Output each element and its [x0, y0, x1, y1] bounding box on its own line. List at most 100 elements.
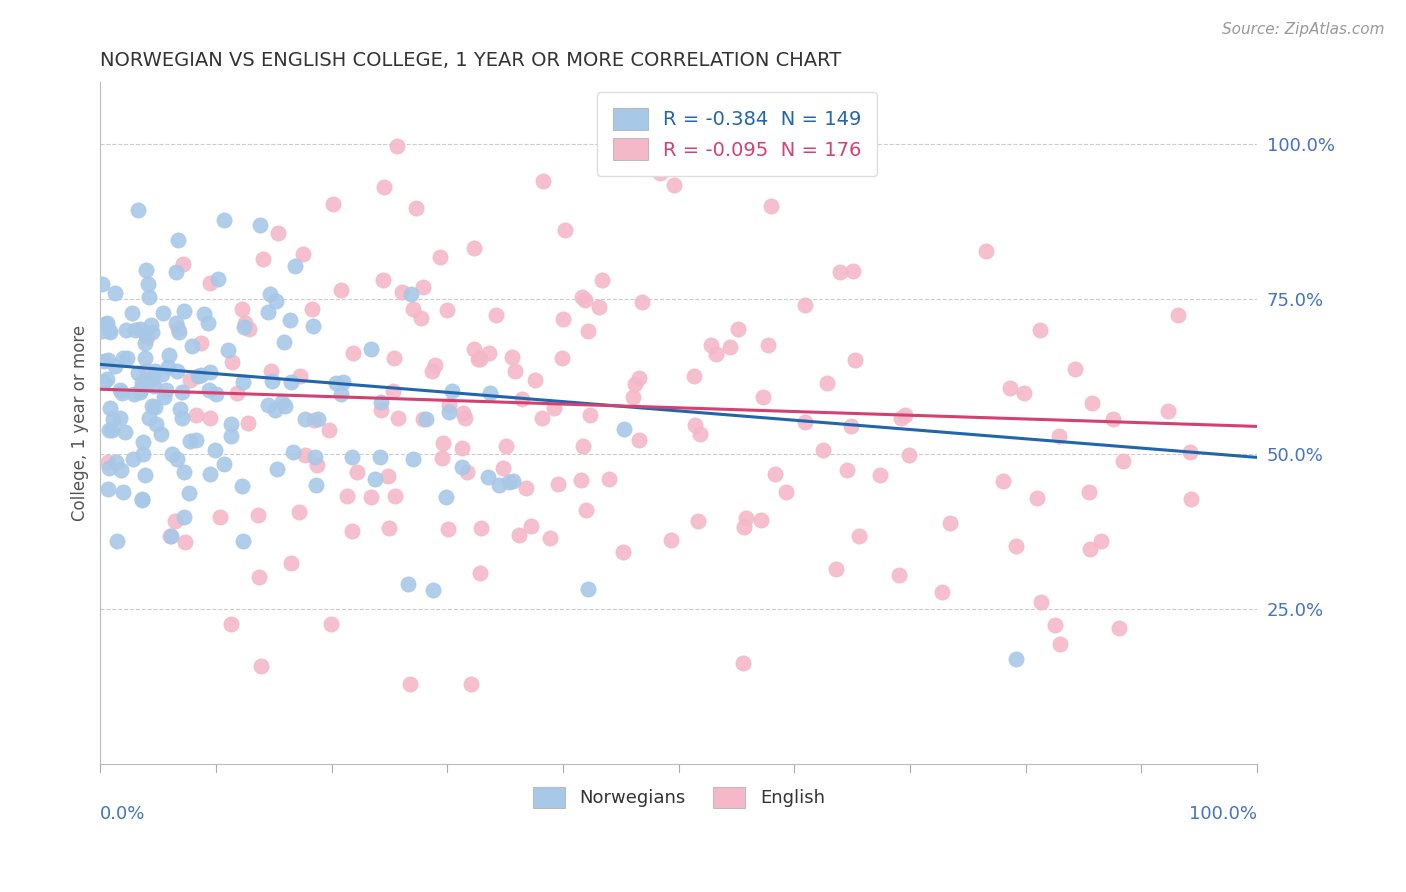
Point — [280, 557, 302, 571]
Point — [322, 197, 344, 211]
Point — [270, 394, 292, 409]
Point — [1180, 491, 1202, 506]
Point — [190, 368, 212, 383]
Point — [683, 417, 706, 432]
Point — [180, 339, 202, 353]
Point — [110, 463, 132, 477]
Point — [208, 510, 231, 524]
Point — [576, 324, 599, 338]
Point — [576, 582, 599, 596]
Point — [591, 273, 613, 287]
Point — [165, 265, 187, 279]
Point — [91, 324, 114, 338]
Point — [138, 277, 160, 291]
Point — [384, 489, 406, 503]
Point — [302, 413, 325, 427]
Point — [402, 302, 425, 317]
Point — [204, 443, 226, 458]
Point — [451, 442, 474, 456]
Point — [121, 306, 143, 320]
Point — [423, 358, 446, 372]
Point — [1026, 491, 1049, 505]
Point — [93, 376, 115, 390]
Point — [1029, 595, 1052, 609]
Point — [890, 411, 912, 425]
Point — [470, 351, 492, 366]
Point — [288, 505, 311, 519]
Point — [319, 617, 342, 632]
Point — [94, 318, 117, 332]
Point — [531, 174, 554, 188]
Point — [97, 323, 120, 337]
Point — [378, 521, 401, 535]
Point — [371, 273, 394, 287]
Point — [436, 522, 458, 536]
Point — [221, 355, 243, 369]
Point — [488, 478, 510, 492]
Point — [141, 399, 163, 413]
Point — [131, 491, 153, 506]
Point — [108, 383, 131, 397]
Point — [453, 406, 475, 420]
Point — [377, 468, 399, 483]
Point — [273, 335, 295, 350]
Point — [325, 376, 347, 390]
Point — [143, 364, 166, 378]
Point — [467, 351, 489, 366]
Point — [110, 411, 132, 425]
Point — [631, 294, 654, 309]
Point — [169, 401, 191, 416]
Point — [479, 385, 502, 400]
Point — [197, 384, 219, 398]
Point — [1012, 386, 1035, 401]
Point — [252, 252, 274, 267]
Point — [1112, 454, 1135, 468]
Point — [613, 422, 636, 436]
Point — [101, 423, 124, 437]
Point — [98, 461, 121, 475]
Point — [153, 390, 176, 404]
Point — [179, 373, 201, 387]
Point — [794, 415, 817, 429]
Point — [1049, 637, 1071, 651]
Point — [145, 417, 167, 431]
Point — [688, 515, 710, 529]
Point — [187, 369, 209, 384]
Point — [1005, 539, 1028, 553]
Point — [998, 381, 1021, 395]
Point — [190, 336, 212, 351]
Point — [138, 290, 160, 304]
Point — [141, 371, 163, 385]
Point — [841, 263, 863, 277]
Point — [134, 351, 156, 365]
Point — [280, 376, 302, 390]
Point — [173, 465, 195, 479]
Point — [212, 213, 235, 227]
Point — [1178, 444, 1201, 458]
Point — [839, 418, 862, 433]
Point — [1045, 618, 1067, 632]
Point — [396, 576, 419, 591]
Point — [648, 166, 671, 180]
Point — [405, 201, 427, 215]
Point — [131, 435, 153, 450]
Point — [96, 372, 118, 386]
Point — [236, 416, 259, 430]
Point — [112, 485, 135, 500]
Point — [122, 387, 145, 401]
Y-axis label: College, 1 year or more: College, 1 year or more — [72, 326, 89, 521]
Point — [1078, 485, 1101, 500]
Point — [530, 410, 553, 425]
Point — [166, 316, 188, 330]
Point — [111, 385, 134, 400]
Point — [340, 450, 363, 465]
Point — [257, 398, 280, 412]
Point — [198, 410, 221, 425]
Point — [283, 445, 305, 459]
Point — [307, 411, 329, 425]
Point — [129, 382, 152, 396]
Point — [156, 360, 179, 375]
Point — [124, 323, 146, 337]
Point — [231, 479, 253, 493]
Point — [127, 366, 149, 380]
